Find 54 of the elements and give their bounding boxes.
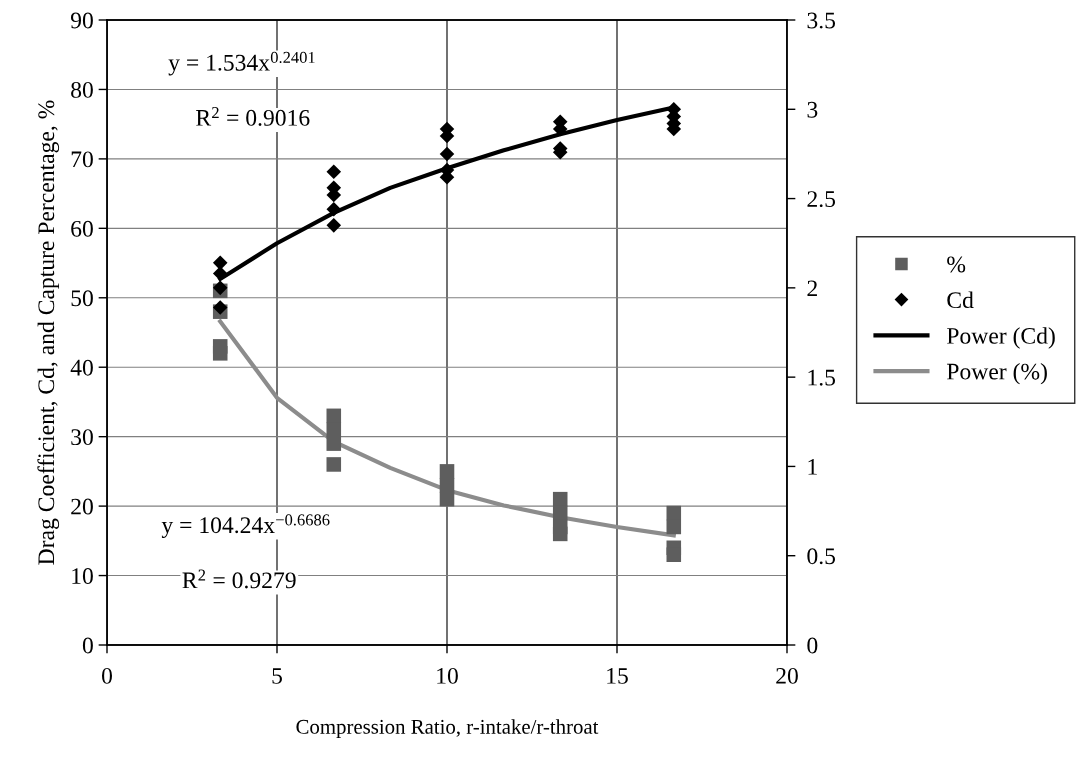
point — [326, 218, 342, 233]
y2-tick-label: 3 — [807, 101, 818, 118]
point — [552, 491, 568, 507]
y2-tick-label: 3.5 — [807, 12, 836, 29]
x-tick-label: 15 — [607, 668, 628, 684]
point — [326, 408, 342, 424]
y-tick-label: 0 — [82, 637, 93, 654]
point — [552, 526, 568, 542]
y-axis-title: Drag Coefficient, Cd, and Capture Percentage, % — [37, 100, 60, 565]
x-tick-label: 10 — [437, 667, 458, 684]
x-tick-label: 0 — [102, 667, 112, 684]
y-tick-label: 30 — [71, 429, 93, 446]
point — [439, 491, 455, 507]
y2-tick-label: 2.5 — [807, 191, 836, 208]
y2-tick-label: 0 — [807, 637, 818, 654]
y-tick-label: 10 — [72, 568, 93, 584]
point — [212, 346, 228, 361]
point — [666, 519, 682, 535]
point — [212, 266, 228, 281]
point — [326, 202, 342, 217]
legend-label: Power (%) — [947, 362, 1047, 385]
y-tick-label: 90 — [70, 12, 93, 29]
point — [439, 477, 455, 493]
point — [439, 146, 455, 162]
legend-label: Power (Cd) — [947, 327, 1055, 349]
legend-label: Cd — [947, 291, 974, 309]
annotation: y = 1.534x$^{0.2401}$ — [168, 51, 315, 76]
y-tick-label: 70 — [71, 151, 93, 168]
x-axis-title: Compression Ratio, r-intake/r-throat — [296, 719, 599, 739]
point — [439, 464, 455, 479]
x-tick-label: 20 — [776, 667, 798, 684]
y-tick-label: 40 — [70, 359, 93, 376]
annotation: R$^{2}$ = 0.9016 — [196, 107, 310, 126]
point — [212, 300, 228, 315]
y-tick-label: 50 — [71, 290, 93, 307]
point — [552, 505, 568, 521]
point — [326, 436, 342, 451]
annotation: R$^{2}$ = 0.9279 — [182, 569, 296, 589]
point — [666, 547, 682, 563]
legend-label: % — [947, 256, 966, 273]
y2-tick-label: 0.5 — [807, 548, 836, 565]
point — [326, 164, 342, 180]
y2-tick-label: 1.5 — [808, 369, 836, 386]
y-tick-label: 60 — [71, 220, 93, 237]
y2-tick-label: 1 — [808, 459, 817, 475]
y2-tick-label: 2 — [807, 280, 817, 297]
y-tick-label: 80 — [71, 81, 93, 98]
point — [326, 422, 342, 438]
x-tick-label: 5 — [272, 668, 282, 684]
point — [212, 255, 228, 271]
annotation: y = 104.24x$^{−0.6686}$ — [161, 514, 330, 538]
point — [326, 457, 342, 472]
y-tick-label: 20 — [71, 498, 93, 515]
point — [666, 505, 682, 521]
